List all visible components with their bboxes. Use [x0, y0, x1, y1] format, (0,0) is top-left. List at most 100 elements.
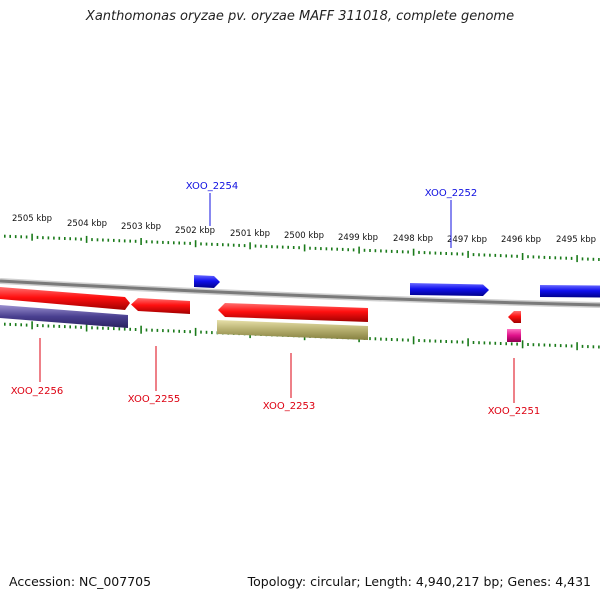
scale-tick: [576, 255, 578, 263]
scale-tick: [303, 244, 306, 252]
gene-arrow-XOO_2251[interactable]: [508, 311, 521, 323]
scale-tick: [69, 325, 71, 329]
scale-tick: [178, 241, 180, 245]
scale-tick: [401, 338, 404, 342]
feature-olive-block[interactable]: [217, 320, 368, 340]
scale-tick: [445, 252, 447, 255]
scale-tick: [331, 247, 333, 251]
scale-tick: [494, 341, 497, 345]
scale-tick: [418, 339, 420, 342]
scale-tick: [396, 338, 398, 342]
scale-tick: [489, 253, 491, 257]
scale-tick: [47, 324, 50, 328]
scale-tick: [374, 249, 377, 253]
scale-tick: [281, 245, 284, 249]
scale-tick: [20, 235, 22, 239]
scale-tick: [314, 246, 317, 250]
scale-tick: [499, 342, 502, 345]
scale-tick: [499, 254, 502, 258]
scale-tick: [385, 249, 388, 253]
scale-tick: [211, 331, 213, 335]
scale-tick: [36, 324, 39, 327]
scale-tick: [287, 245, 289, 249]
scale-tick: [592, 345, 595, 349]
gene-label-XOO_2251[interactable]: XOO_2251: [488, 406, 540, 417]
scale-tick: [390, 249, 393, 253]
scale-tick: [434, 339, 437, 343]
feature-magenta-block[interactable]: [507, 329, 521, 342]
scale-tick: [461, 340, 464, 344]
scale-tick: [434, 251, 437, 255]
scale-tick: [505, 254, 507, 258]
scale-tick: [123, 327, 126, 331]
scale-tick: [205, 330, 208, 334]
scale-tick: [581, 344, 584, 348]
scale-tick: [162, 240, 164, 244]
scale-label: 2497 kbp: [447, 235, 487, 245]
scale-tick: [423, 339, 426, 343]
gene-labels: XOO_2254 XOO_2252 XOO_2256 XOO_2255 XOO_2253…: [11, 181, 540, 417]
scale-tick: [489, 341, 491, 345]
scale-tick: [320, 247, 322, 251]
scale-tick: [156, 240, 159, 244]
scale-tick: [341, 247, 344, 251]
scale-label: 2500 kbp: [284, 231, 324, 241]
scale-tick: [140, 238, 142, 245]
scale-tick: [265, 244, 268, 248]
gene-label-XOO_2253[interactable]: XOO_2253: [263, 401, 315, 412]
scale-tick: [47, 236, 50, 240]
scale-tick: [292, 246, 295, 249]
scale-tick: [467, 338, 469, 347]
scale-tick: [407, 338, 409, 342]
scale-tick: [559, 256, 562, 260]
scale-tick: [358, 246, 360, 254]
gene-arrow-XOO_2255[interactable]: [131, 298, 190, 314]
scale-tick: [483, 341, 486, 345]
scale-tick: [543, 343, 546, 347]
gene-arrow-XOO_2252[interactable]: [410, 283, 489, 296]
scale-tick: [14, 235, 17, 239]
scale-tick: [445, 340, 447, 343]
scale-tick: [271, 245, 273, 249]
gene-arrow-XOO_2254[interactable]: [194, 275, 220, 288]
scale-tick: [450, 340, 453, 344]
gene-arrow-continuing[interactable]: [540, 285, 600, 298]
scale-tick: [390, 338, 393, 341]
scale-tick: [216, 243, 219, 246]
gene-label-XOO_2256[interactable]: XOO_2256: [11, 386, 63, 397]
scale-tick: [118, 239, 121, 243]
scale-tick: [194, 240, 197, 248]
scale-tick: [549, 256, 551, 260]
scale-ticks-top: [4, 233, 600, 263]
scale-tick: [151, 240, 153, 244]
scale-tick: [543, 255, 546, 259]
scale-tick: [129, 327, 131, 331]
feature-purple-block[interactable]: [0, 305, 128, 328]
scale-tick: [570, 256, 573, 260]
scale-tick: [598, 345, 600, 349]
scale-tick: [134, 328, 137, 331]
scale-tick: [456, 252, 458, 256]
genome-backbone-core: [0, 279, 600, 307]
scale-tick: [401, 250, 404, 254]
scale-tick: [369, 337, 371, 341]
scale-tick: [80, 237, 82, 241]
scale-tick: [450, 252, 453, 256]
gene-label-XOO_2252[interactable]: XOO_2252: [425, 188, 477, 199]
gene-arrow-XOO_2253[interactable]: [218, 303, 368, 322]
scale-tick: [238, 243, 240, 247]
scale-tick: [162, 329, 164, 333]
scale-tick: [183, 241, 186, 245]
scale-tick: [483, 253, 486, 257]
scale-tick: [205, 242, 208, 246]
scale-tick: [53, 236, 55, 240]
scale-tick: [25, 235, 28, 239]
scale-tick: [461, 252, 464, 256]
gene-label-XOO_2255[interactable]: XOO_2255: [128, 394, 180, 405]
scale-tick: [91, 238, 93, 242]
scale-tick: [418, 250, 420, 254]
gene-arrow-XOO_2256[interactable]: [0, 287, 130, 310]
scale-tick: [559, 344, 562, 348]
gene-label-XOO_2254[interactable]: XOO_2254: [186, 181, 238, 192]
